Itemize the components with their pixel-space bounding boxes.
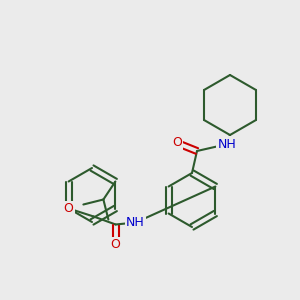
Text: NH: NH bbox=[218, 137, 236, 151]
Text: O: O bbox=[64, 202, 74, 215]
Text: O: O bbox=[111, 238, 121, 251]
Text: NH: NH bbox=[126, 216, 145, 229]
Text: O: O bbox=[172, 136, 182, 149]
